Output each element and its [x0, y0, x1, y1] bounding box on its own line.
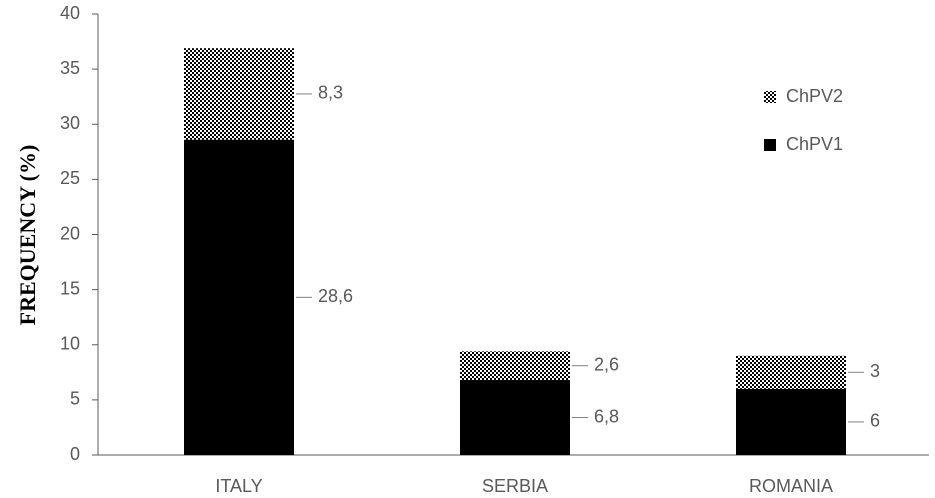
bar-segment — [184, 139, 294, 455]
y-tick-label: 25 — [60, 168, 80, 188]
data-label: 28,6 — [318, 286, 353, 306]
legend-swatch — [764, 139, 776, 151]
y-tick-label: 5 — [70, 389, 80, 409]
bar-segment — [460, 351, 570, 381]
y-tick-label: 35 — [60, 58, 80, 78]
data-label: 3 — [870, 361, 880, 381]
y-axis-title: FREQUENCY (%) — [15, 145, 40, 326]
bar-segment — [460, 380, 570, 455]
legend-label: ChPV1 — [786, 134, 843, 154]
data-label: 2,6 — [594, 354, 619, 374]
x-tick-label: ITALY — [215, 476, 262, 496]
bar-segment — [736, 355, 846, 389]
y-tick-label: 10 — [60, 334, 80, 354]
bar-segment — [736, 388, 846, 455]
y-tick-label: 30 — [60, 113, 80, 133]
data-label: 6,8 — [594, 406, 619, 426]
y-tick-label: 0 — [70, 444, 80, 464]
bar-segment — [184, 48, 294, 140]
legend-label: ChPV2 — [786, 86, 843, 106]
x-tick-label: SERBIA — [482, 476, 548, 496]
y-tick-label: 40 — [60, 3, 80, 23]
x-tick-label: ROMANIA — [749, 476, 833, 496]
legend-swatch — [764, 91, 776, 103]
y-tick-label: 20 — [60, 223, 80, 243]
y-tick-label: 15 — [60, 278, 80, 298]
data-label: 8,3 — [318, 83, 343, 103]
data-label: 6 — [870, 411, 880, 431]
